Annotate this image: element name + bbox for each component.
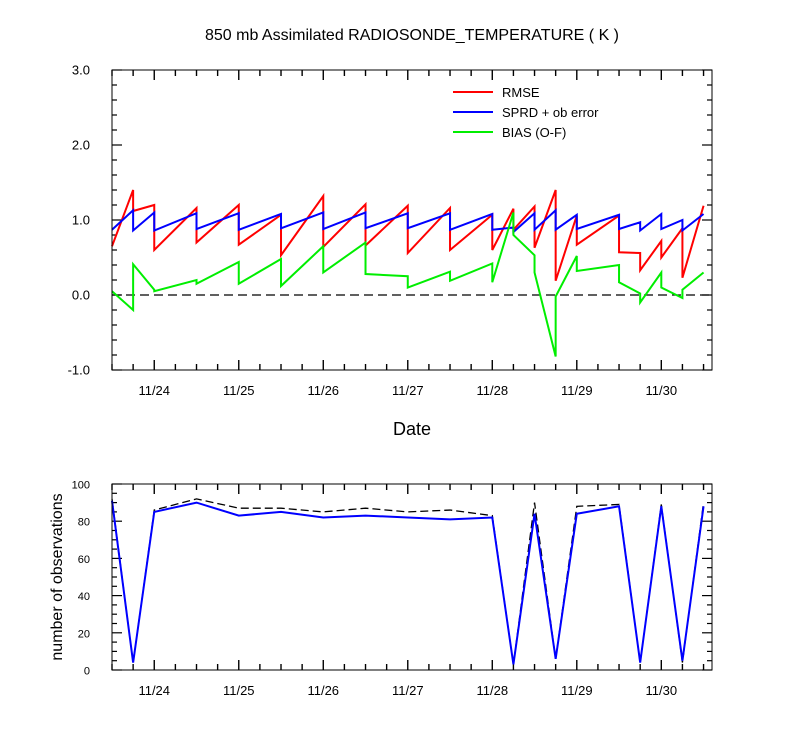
bottom-plot-frame [111,483,713,671]
x-axis-label: Date [393,419,431,439]
x-tick-label: 11/29 [561,683,593,698]
y-tick-label: 80 [78,517,90,529]
y-tick-label: 20 [78,628,90,640]
x-tick-label: 11/24 [138,383,170,398]
top-x-tick-labels: 11/24 11/25 11/26 11/27 11/28 11/29 11/30 [138,383,677,398]
bottom-x-tick-labels: 11/24 11/25 11/26 11/27 11/28 11/29 11/30 [138,683,677,698]
x-tick-label: 11/25 [223,383,255,398]
chart-title: 850 mb Assimilated RADIOSONDE_TEMPERATUR… [205,27,619,44]
y-tick-label: 0.0 [72,288,90,303]
y-tick-label: 100 [72,480,90,492]
series-line-rmse [111,189,705,282]
series-line-observations-dashed [111,498,705,665]
top-series-group [111,189,705,357]
x-tick-label: 11/28 [476,683,508,698]
x-tick-label: 11/25 [223,683,255,698]
series-line-observations-solid [111,500,705,665]
y-tick-label: -1.0 [68,363,90,378]
bottom-axis-ticks [111,483,712,671]
legend-label-sprd-ob-error: SPRD + ob error [502,105,599,120]
y-axis-label-observations: number of observations [49,493,66,660]
y-tick-label: 1.0 [72,213,90,228]
y-tick-label: 2.0 [72,138,90,153]
legend-label-bias-o-f: BIAS (O-F) [502,125,566,140]
x-tick-label: 11/26 [307,683,339,698]
top-plot-frame [111,69,713,371]
series-line-sprd-ob-error [111,207,705,235]
legend-label-rmse: RMSE [502,85,540,100]
x-tick-label: 11/30 [646,383,678,398]
bottom-y-tick-labels: 0 20 40 60 80 100 [72,480,90,678]
top-plot: -1.00.01.02.03.0 11/24 11/25 11/26 11/27 11/… [68,63,713,398]
legend: RMSE SPRD + ob error BIAS (O-F) [453,85,599,140]
x-tick-label: 11/24 [138,683,170,698]
x-tick-label: 11/27 [392,683,424,698]
top-y-tick-labels: -1.0 0.0 1.0 2.0 3.0 [68,63,90,378]
y-tick-label: 40 [78,591,90,603]
x-tick-label: 11/29 [561,383,593,398]
x-tick-label: 11/26 [307,383,339,398]
y-tick-label: 60 [78,554,90,566]
y-tick-label: 3.0 [72,63,90,78]
x-tick-label: 11/27 [392,383,424,398]
top-axis-ticks [111,69,712,371]
bottom-series-group [111,498,705,665]
y-tick-label: 0 [84,666,90,678]
series-line-bias-o-f [111,212,705,357]
x-tick-label: 11/28 [476,383,508,398]
x-tick-label: 11/30 [646,683,678,698]
